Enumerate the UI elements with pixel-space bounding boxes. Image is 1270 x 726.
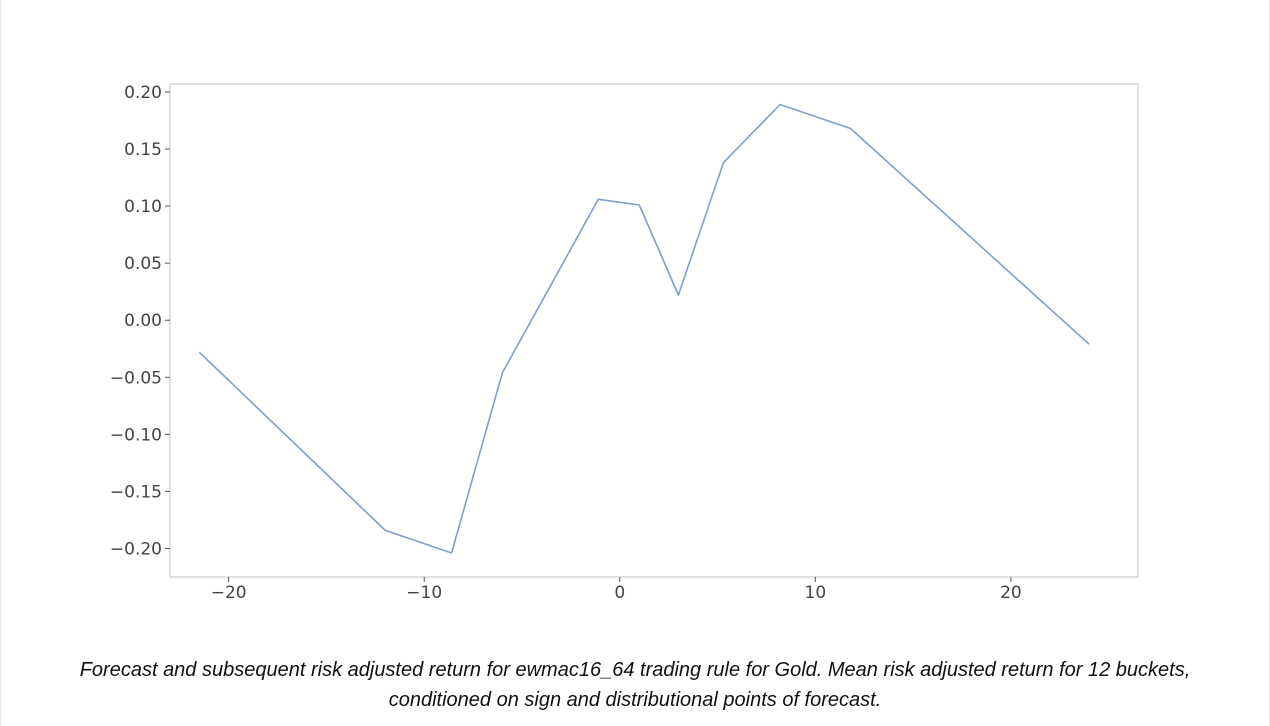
- plot-area-frame: [169, 83, 1139, 578]
- x-axis: −20 −10 0 10 20: [211, 577, 1022, 603]
- y-tick-label: 0.00: [124, 311, 162, 331]
- y-tick-label: 0.15: [124, 140, 162, 160]
- series-layer: [198, 103, 1090, 554]
- line-chart: −20 −10 0 10 20 0.20 0.15 0.10 0.05 0.00 −0.05 −0.…: [110, 83, 1139, 603]
- x-tick-label: −10: [406, 583, 442, 603]
- y-tick-label: 0.05: [124, 254, 162, 274]
- caption-line-2: conditioned on sign and distributional p…: [388, 689, 882, 711]
- y-axis: 0.20 0.15 0.10 0.05 0.00 −0.05 −0.10 −0.15 −0.20: [110, 83, 170, 559]
- figure-caption: Forecast and subsequent risk adjusted re…: [0, 655, 1270, 715]
- caption-line-1: Forecast and subsequent risk adjusted re…: [79, 659, 1191, 681]
- x-tick-label: 10: [805, 583, 827, 603]
- x-tick-label: −20: [211, 583, 247, 603]
- x-tick-label: 20: [1000, 583, 1022, 603]
- y-tick-label: −0.10: [110, 425, 162, 445]
- y-tick-label: −0.15: [110, 482, 162, 502]
- y-tick-label: 0.10: [124, 197, 162, 217]
- x-tick-label: 0: [614, 583, 625, 603]
- series-line-0: [198, 103, 1090, 554]
- y-tick-label: −0.20: [110, 539, 162, 559]
- y-tick-label: −0.05: [110, 368, 162, 388]
- y-tick-label: 0.20: [124, 83, 162, 103]
